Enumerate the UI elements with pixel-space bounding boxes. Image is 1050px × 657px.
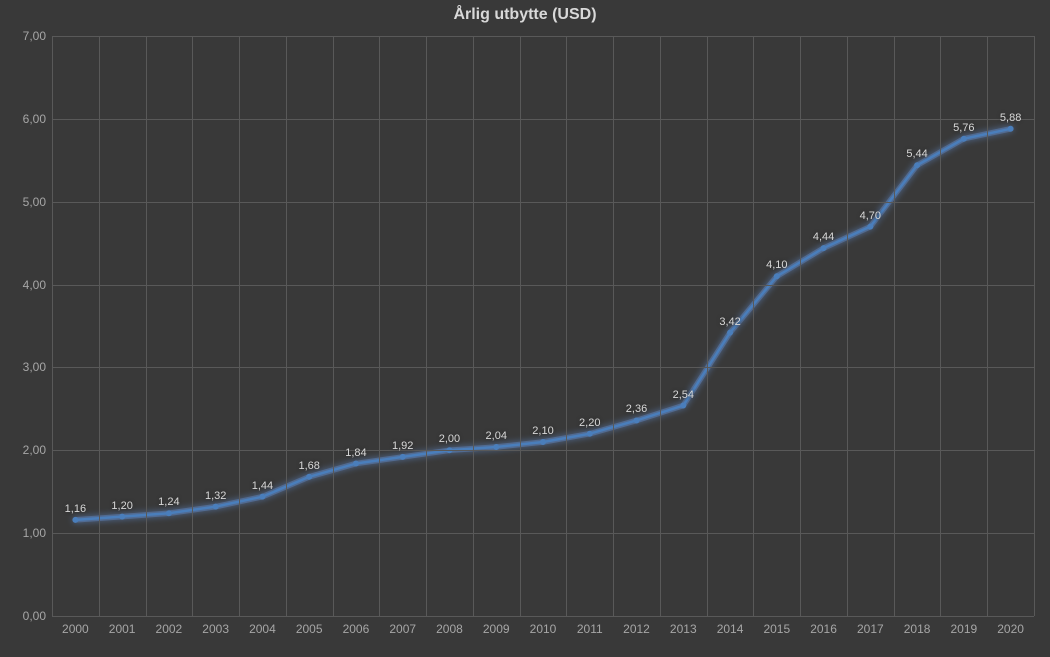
x-axis-label: 2013 (670, 622, 697, 636)
data-label: 2,54 (673, 389, 694, 401)
x-axis-label: 2006 (343, 622, 370, 636)
gridline-vertical (940, 36, 941, 616)
gridline-vertical (333, 36, 334, 616)
data-label: 2,36 (626, 403, 647, 415)
gridline-horizontal (52, 36, 1034, 37)
x-axis-label: 2017 (857, 622, 884, 636)
x-axis-label: 2002 (156, 622, 183, 636)
gridline-vertical (239, 36, 240, 616)
gridline-vertical (426, 36, 427, 616)
gridline-vertical (1034, 36, 1035, 616)
data-label: 1,24 (158, 496, 179, 508)
gridline-vertical (379, 36, 380, 616)
gridline-vertical (192, 36, 193, 616)
gridline-horizontal (52, 367, 1034, 368)
gridline-vertical (286, 36, 287, 616)
y-axis-label: 2,00 (6, 443, 46, 457)
plot-area (52, 36, 1034, 616)
gridline-horizontal (52, 450, 1034, 451)
data-label: 2,10 (532, 425, 553, 437)
y-axis-label: 5,00 (6, 195, 46, 209)
data-label: 3,42 (719, 316, 740, 328)
data-label: 1,16 (65, 503, 86, 515)
x-axis-label: 2012 (623, 622, 650, 636)
chart-container: Årlig utbytte (USD) 0,00 1,00 2,00 3,00 4,00… (0, 0, 1050, 657)
y-axis-label: 3,00 (6, 360, 46, 374)
data-label: 2,20 (579, 417, 600, 429)
y-axis-label: 4,00 (6, 278, 46, 292)
gridline-horizontal (52, 285, 1034, 286)
gridline-vertical (660, 36, 661, 616)
y-axis-label: 1,00 (6, 526, 46, 540)
gridline-vertical (473, 36, 474, 616)
gridline-vertical (520, 36, 521, 616)
y-axis-label: 0,00 (6, 609, 46, 623)
data-label: 1,44 (252, 480, 273, 492)
gridline-vertical (800, 36, 801, 616)
data-label: 5,44 (906, 148, 927, 160)
x-axis-label: 2015 (763, 622, 790, 636)
data-label: 4,44 (813, 231, 834, 243)
x-axis-label: 2018 (904, 622, 931, 636)
y-axis-label: 6,00 (6, 112, 46, 126)
gridline-horizontal (52, 616, 1034, 617)
data-label: 5,76 (953, 122, 974, 134)
gridline-vertical (566, 36, 567, 616)
chart-title: Årlig utbytte (USD) (0, 6, 1050, 24)
x-axis-label: 2003 (202, 622, 229, 636)
gridline-vertical (146, 36, 147, 616)
gridline-vertical (613, 36, 614, 616)
gridline-vertical (847, 36, 848, 616)
x-axis-label: 2020 (997, 622, 1024, 636)
data-label: 1,84 (345, 447, 366, 459)
data-label: 2,04 (486, 430, 507, 442)
gridline-vertical (99, 36, 100, 616)
x-axis-label: 2016 (810, 622, 837, 636)
x-axis-label: 2010 (530, 622, 557, 636)
gridline-vertical (753, 36, 754, 616)
y-axis-label: 7,00 (6, 29, 46, 43)
gridline-horizontal (52, 533, 1034, 534)
data-label: 2,00 (439, 433, 460, 445)
data-label: 1,32 (205, 490, 226, 502)
x-axis-label: 2019 (950, 622, 977, 636)
x-axis-label: 2011 (577, 622, 603, 636)
line-series (52, 36, 1034, 616)
x-axis-label: 2005 (296, 622, 323, 636)
x-axis-label: 2007 (389, 622, 416, 636)
gridline-horizontal (52, 202, 1034, 203)
data-label: 4,70 (860, 210, 881, 222)
data-label: 1,68 (298, 460, 319, 472)
gridline-vertical (52, 36, 53, 616)
x-axis-label: 2001 (109, 622, 136, 636)
x-axis-label: 2014 (717, 622, 744, 636)
data-label: 1,92 (392, 440, 413, 452)
x-axis-label: 2004 (249, 622, 276, 636)
x-axis-label: 2008 (436, 622, 463, 636)
gridline-vertical (987, 36, 988, 616)
gridline-vertical (707, 36, 708, 616)
data-label: 1,20 (111, 500, 132, 512)
data-label: 4,10 (766, 259, 787, 271)
x-axis-label: 2000 (62, 622, 89, 636)
gridline-vertical (894, 36, 895, 616)
data-label: 5,88 (1000, 112, 1021, 124)
x-axis-label: 2009 (483, 622, 510, 636)
gridline-horizontal (52, 119, 1034, 120)
